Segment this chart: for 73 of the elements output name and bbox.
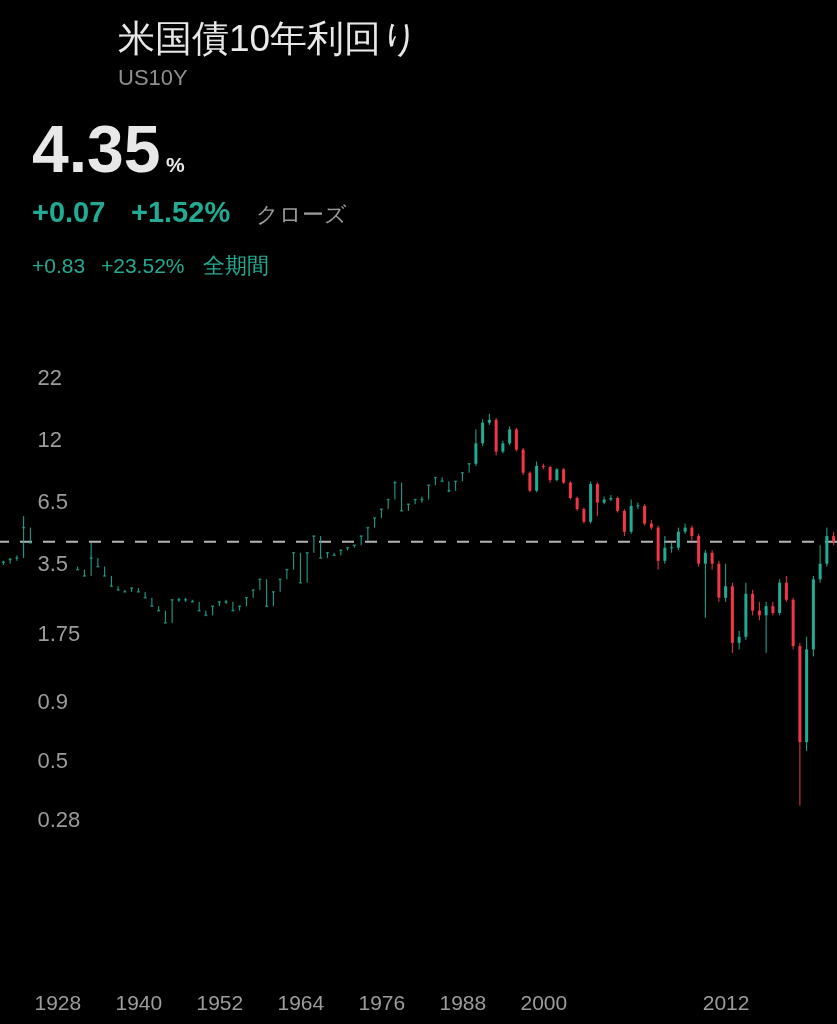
candlestick — [602, 496, 606, 505]
x-tick-label: 1928 — [34, 990, 82, 1014]
annotation: +0.07 — [32, 196, 106, 228]
candlestick — [609, 494, 613, 502]
candlestick — [150, 597, 154, 607]
candlestick — [508, 425, 512, 446]
candlestick — [319, 535, 323, 559]
candlestick — [292, 552, 296, 571]
candlestick — [481, 418, 485, 447]
candlestick — [643, 503, 647, 527]
candlestick — [177, 597, 181, 603]
y-tick-label: 0.9 — [37, 688, 69, 714]
x-tick-label: 1976 — [358, 990, 406, 1014]
y-tick-label: 3.5 — [37, 551, 69, 577]
candlestick — [474, 428, 478, 467]
x-tick-label: 2012 — [702, 990, 750, 1014]
candlestick — [636, 502, 640, 510]
candlestick — [15, 554, 19, 562]
candlestick — [521, 447, 525, 476]
candlestick — [265, 578, 269, 607]
candlestick — [737, 630, 741, 650]
annotation: +1.52% — [131, 196, 231, 228]
candlestick — [373, 517, 377, 529]
x-tick-label: 1952 — [196, 990, 244, 1014]
candlestick — [784, 575, 788, 603]
candlestick — [751, 589, 755, 616]
annotation: クローズ — [256, 202, 347, 227]
candlestick — [514, 427, 518, 453]
candlestick — [305, 552, 309, 584]
text: 米国債10年利回り — [118, 18, 420, 59]
candlestick — [663, 535, 667, 565]
annotation: 全期間 — [203, 253, 269, 278]
x-tick-label: 1988 — [439, 990, 487, 1014]
candlestick — [271, 591, 275, 607]
annotation: +23.52% — [101, 254, 185, 277]
y-tick-label: 0.5 — [37, 748, 69, 774]
y-tick-label: 0.28 — [37, 806, 81, 832]
x-tick-label: 2000 — [520, 990, 568, 1014]
y-tick-label: 6.5 — [37, 488, 69, 514]
candlestick — [690, 525, 694, 542]
candlestick — [703, 549, 707, 619]
x-tick-label: 1964 — [277, 990, 325, 1014]
candlestick — [116, 585, 120, 591]
candlestick — [123, 589, 127, 593]
candlestick — [528, 471, 532, 493]
candlestick — [595, 482, 599, 517]
candlestick — [312, 535, 316, 554]
candlestick — [724, 563, 728, 603]
candlestick — [400, 482, 404, 512]
candlestick — [676, 527, 680, 551]
annotation: % — [166, 153, 185, 176]
y-tick-label: 1.75 — [37, 621, 81, 647]
candlestick — [89, 542, 93, 577]
candlestick — [251, 589, 255, 599]
candlestick — [622, 508, 626, 537]
candlestick — [764, 601, 768, 654]
candlestick — [339, 549, 343, 556]
x-tick-label: 1940 — [115, 990, 163, 1014]
candlestick — [818, 544, 822, 584]
y-tick-label: 22 — [37, 365, 62, 391]
annotation: +0.83 — [32, 254, 86, 277]
candlestick — [683, 523, 687, 535]
candlestick — [163, 610, 167, 624]
candlestick — [238, 605, 242, 612]
candlestick — [359, 535, 363, 546]
candlestick — [710, 549, 714, 571]
text: US10Y — [118, 65, 189, 90]
candlestick — [568, 480, 572, 501]
y-tick-label: 12 — [37, 426, 62, 452]
candlestick — [28, 527, 32, 544]
candlestick — [170, 599, 174, 624]
candlestick — [224, 599, 228, 605]
annotation: 4.35 — [32, 112, 161, 186]
